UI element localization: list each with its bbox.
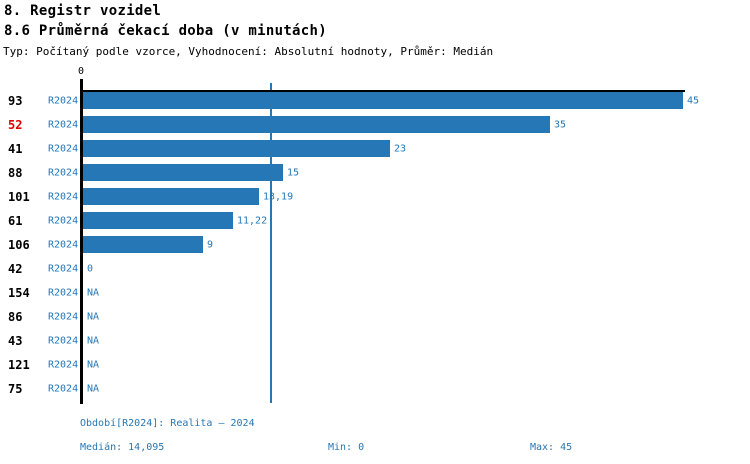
footer-min-stat: Min: 0 — [328, 442, 365, 453]
row-value-label: 15 — [287, 167, 300, 179]
chart-row: 42 R2024 0 — [0, 257, 750, 281]
chart-row: 43 R2024 NA — [0, 329, 750, 353]
row-period-label: R2024 — [48, 143, 79, 155]
bar — [83, 212, 233, 229]
row-value-label: NA — [87, 383, 100, 395]
bar — [83, 116, 550, 133]
row-value-label: 45 — [687, 95, 700, 107]
row-value-label: 35 — [554, 119, 567, 131]
y-axis-line — [80, 79, 83, 404]
row-value-label: 11,22 — [237, 215, 268, 227]
row-value-label: NA — [87, 335, 100, 347]
row-period-label: R2024 — [48, 287, 79, 299]
chart-row: 88 R2024 15 — [0, 161, 750, 185]
row-id-label: 75 — [8, 382, 23, 396]
chart-row: 41 R2024 23 — [0, 137, 750, 161]
chart-row: 61 R2024 11,22 — [0, 209, 750, 233]
row-period-label: R2024 — [48, 95, 79, 107]
row-period-label: R2024 — [48, 167, 79, 179]
row-period-label: R2024 — [48, 239, 79, 251]
axis-zero-tick-label: 0 — [77, 66, 85, 77]
row-value-label: NA — [87, 287, 100, 299]
chart-row: 106 R2024 9 — [0, 233, 750, 257]
row-id-label: 42 — [8, 262, 23, 276]
row-id-label: 41 — [8, 142, 23, 156]
row-period-label: R2024 — [48, 191, 79, 203]
bar — [83, 164, 283, 181]
chart-title: 8.6 Průměrná čekací doba (v minutách) — [4, 23, 327, 39]
x-axis-line — [80, 90, 685, 92]
row-value-label: NA — [87, 359, 100, 371]
row-value-label: NA — [87, 311, 100, 323]
row-value-label: 13,19 — [263, 191, 294, 203]
row-id-label: 121 — [8, 358, 30, 372]
chart-row: 86 R2024 NA — [0, 305, 750, 329]
footer-period-info: Období[R2024]: Realita – 2024 — [80, 418, 255, 429]
footer-max-stat: Max: 45 — [530, 442, 573, 453]
row-period-label: R2024 — [48, 311, 79, 323]
row-period-label: R2024 — [48, 335, 79, 347]
chart-row: 75 R2024 NA — [0, 377, 750, 401]
bar — [83, 236, 203, 253]
chart-row: 121 R2024 NA — [0, 353, 750, 377]
bar — [83, 92, 683, 109]
chart-rows: 93 R2024 45 52 R2024 35 41 R2024 23 88 R2024 15 101 R… — [0, 89, 750, 401]
median-reference-line — [270, 83, 272, 403]
row-id-label: 43 — [8, 334, 23, 348]
row-id-label: 88 — [8, 166, 23, 180]
row-id-label: 154 — [8, 286, 30, 300]
row-period-label: R2024 — [48, 119, 79, 131]
row-id-label: 106 — [8, 238, 30, 252]
row-id-label: 93 — [8, 94, 23, 108]
footer-median-stat: Medián: 14,095 — [80, 442, 165, 453]
bar — [83, 188, 259, 205]
chart-meta-line: Typ: Počítaný podle vzorce, Vyhodnocení:… — [3, 45, 494, 58]
bar — [83, 140, 390, 157]
row-value-label: 23 — [394, 143, 407, 155]
row-period-label: R2024 — [48, 383, 79, 395]
chart-row: 93 R2024 45 — [0, 89, 750, 113]
chart-row: 154 R2024 NA — [0, 281, 750, 305]
chart-row: 52 R2024 35 — [0, 113, 750, 137]
row-id-label: 52 — [8, 118, 23, 132]
page-title: 8. Registr vozidel — [4, 3, 162, 19]
chart-row: 101 R2024 13,19 — [0, 185, 750, 209]
row-value-label: 9 — [207, 239, 214, 251]
row-period-label: R2024 — [48, 359, 79, 371]
row-id-label: 61 — [8, 214, 23, 228]
row-period-label: R2024 — [48, 215, 79, 227]
row-id-label: 101 — [8, 190, 30, 204]
row-id-label: 86 — [8, 310, 23, 324]
row-value-label: 0 — [87, 263, 94, 275]
row-period-label: R2024 — [48, 263, 79, 275]
